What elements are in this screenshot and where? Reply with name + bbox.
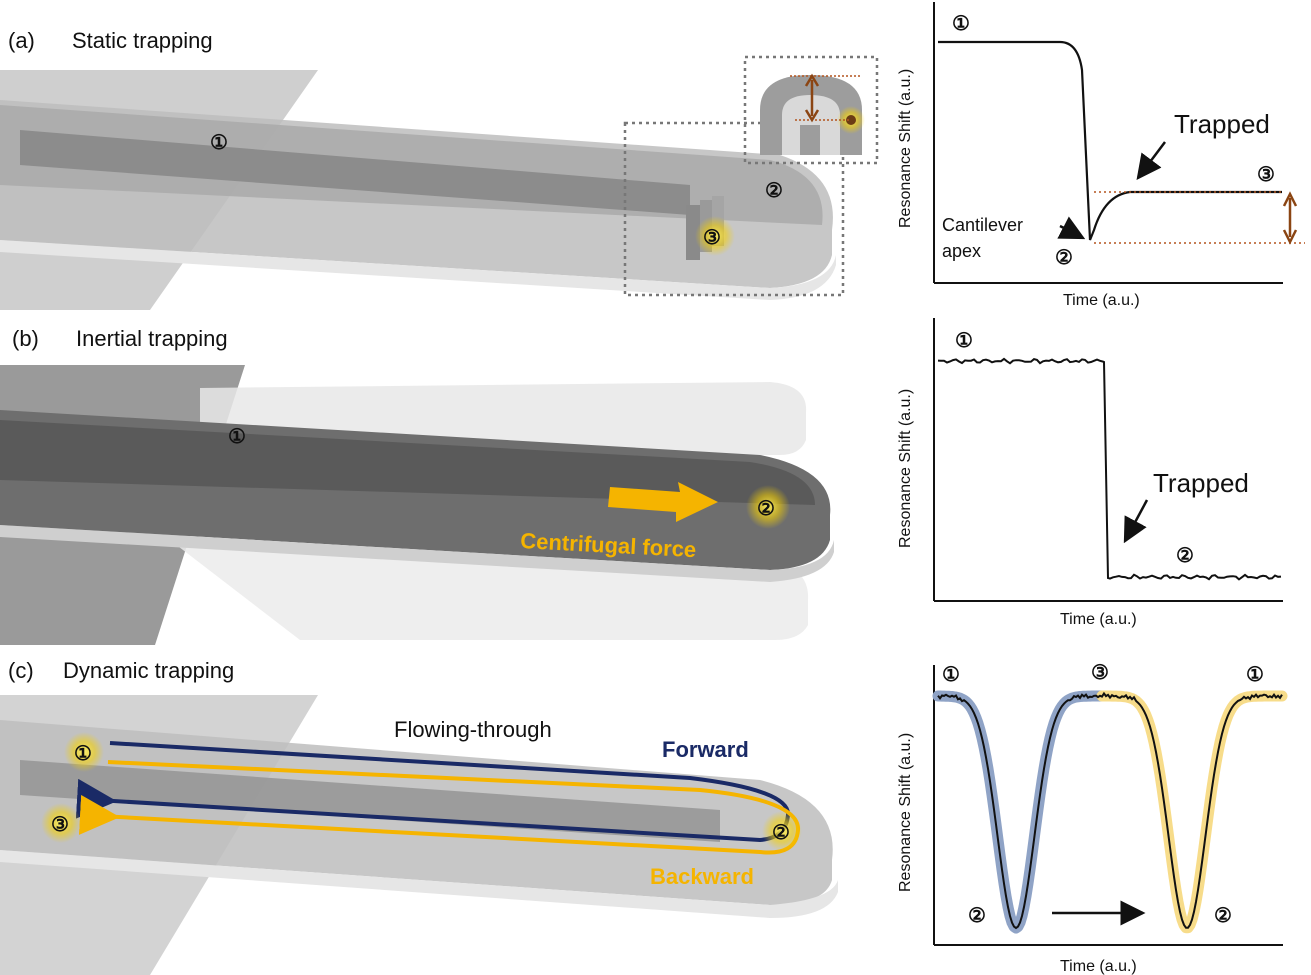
marker-two: ② <box>765 180 783 202</box>
centrifugal-arrow <box>608 482 718 522</box>
trapped-arrow <box>1136 141 1166 180</box>
marker-one: ① <box>228 426 246 448</box>
forward-label: Forward <box>662 737 749 762</box>
panel-c-illustration <box>0 695 838 975</box>
graph-a-marker-three: ③ <box>1257 164 1275 186</box>
graph-c-ylabel: Resonance Shift (a.u.) <box>897 733 914 892</box>
cantilever-edge <box>0 850 838 918</box>
pillar <box>686 205 700 260</box>
particle-glow <box>695 216 735 256</box>
cantilever-top <box>0 420 815 505</box>
flowing-through-label: Flowing-through <box>394 717 552 742</box>
marker-one: ① <box>74 743 92 765</box>
graph-b-marker-two: ② <box>1176 545 1194 567</box>
graph-a-marker-one: ① <box>952 13 970 35</box>
panel-a-title: Static trapping <box>72 28 213 53</box>
marker-three: ③ <box>51 814 69 836</box>
backward-label: Backward <box>650 864 754 889</box>
panel-c-tag: (c) <box>8 658 34 683</box>
microchannel <box>20 760 720 842</box>
panel-c-title: Dynamic trapping <box>63 658 234 683</box>
graph-b <box>933 318 1283 602</box>
apex-arrow <box>1057 216 1086 240</box>
cantilever-edge <box>0 240 836 300</box>
graph-c-xlabel: Time (a.u.) <box>1060 958 1137 975</box>
cantilever-label: Cantilever <box>942 215 1023 235</box>
signal-trace <box>937 691 1283 930</box>
marker-two: ② <box>757 498 775 520</box>
trapped-arrow <box>1123 499 1149 544</box>
graph-b-trapped: Trapped <box>1153 468 1249 498</box>
marker-three: ③ <box>703 227 721 249</box>
graph-c-marker-two: ② <box>968 905 986 927</box>
inset-pillar <box>800 125 820 155</box>
graph-a-marker-two: ② <box>1055 247 1073 269</box>
backward-trace-band <box>1096 690 1288 934</box>
particle-glow <box>64 732 104 772</box>
graph-b-xlabel: Time (a.u.) <box>1060 611 1137 628</box>
graph-a-ylabel: Resonance Shift (a.u.) <box>897 69 914 228</box>
particle-glow <box>41 803 81 843</box>
inset-particle <box>846 115 856 125</box>
graph-c-marker-one: ① <box>942 664 960 686</box>
graph-c-marker-one-end: ① <box>1246 664 1264 686</box>
microchannel <box>20 130 690 215</box>
graph-a-trapped: Trapped <box>1174 109 1270 139</box>
graph-c-marker-three: ③ <box>1091 662 1109 684</box>
cantilever-edge <box>0 525 834 582</box>
apex-label: apex <box>942 241 981 261</box>
panel-b-tag: (b) <box>12 326 39 351</box>
graph-b-ylabel: Resonance Shift (a.u.) <box>897 389 914 548</box>
zoom-box <box>623 121 845 297</box>
particle-glow <box>746 485 790 529</box>
marker-one: ① <box>210 132 228 154</box>
inset-box <box>743 55 879 165</box>
graph-a <box>933 2 1305 284</box>
panel-a-tag: (a) <box>8 28 35 53</box>
graph-b-marker-one: ① <box>955 330 973 352</box>
particle-glow <box>762 811 802 851</box>
graph-c <box>932 665 1288 946</box>
signal-trace <box>937 357 1282 581</box>
marker-two: ② <box>772 822 790 844</box>
panel-a-illustration <box>0 55 879 310</box>
forward-trace-band <box>932 690 1108 934</box>
graph-c-marker-two-end: ② <box>1214 905 1232 927</box>
graph-a-xlabel: Time (a.u.) <box>1063 292 1140 309</box>
signal-trace <box>938 40 1282 241</box>
panel-b-title: Inertial trapping <box>76 326 228 351</box>
panel-b-illustration <box>0 365 834 645</box>
